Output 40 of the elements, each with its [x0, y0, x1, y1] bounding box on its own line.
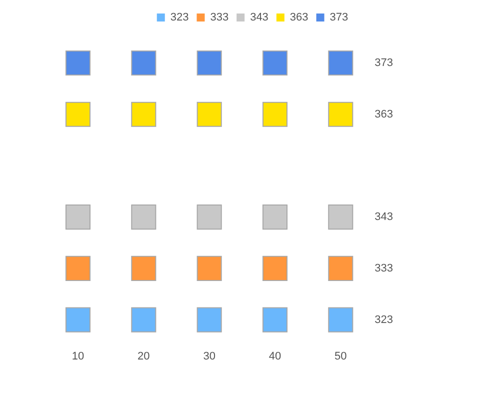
point [328, 102, 354, 127]
x-tick-label: 50 [334, 350, 347, 362]
legend-label: 363 [290, 12, 308, 24]
x-tick-label: 40 [268, 350, 282, 362]
point [328, 204, 354, 230]
point [65, 256, 91, 281]
point [196, 204, 222, 230]
x-tick-label: 10 [72, 350, 84, 362]
y-tick-label: 333 [374, 262, 394, 274]
point [262, 50, 288, 76]
point [328, 307, 354, 332]
point [65, 307, 91, 332]
legend-label: 373 [330, 12, 348, 24]
point [131, 256, 156, 281]
point [196, 256, 222, 281]
point [328, 50, 354, 76]
point [65, 102, 91, 127]
legend-label: 343 [250, 12, 268, 24]
point [131, 102, 156, 127]
point [131, 204, 156, 230]
legend-label: 323 [170, 12, 189, 24]
point [262, 307, 288, 332]
y-tick-label: 373 [374, 57, 394, 70]
y-tick-label: 343 [374, 211, 394, 224]
point [131, 50, 156, 76]
point [65, 204, 91, 230]
y-tick-label: 363 [374, 108, 394, 120]
x-tick-label: 20 [138, 350, 150, 362]
point [262, 256, 288, 281]
legend-label: 333 [210, 12, 229, 24]
point [196, 50, 222, 76]
x-tick-label: 30 [203, 350, 216, 362]
point [328, 256, 354, 281]
y-tick-label: 323 [374, 314, 394, 326]
point [196, 307, 222, 332]
point [262, 204, 288, 230]
point [131, 307, 156, 332]
point [65, 50, 91, 76]
point [196, 102, 222, 127]
point [262, 102, 288, 127]
